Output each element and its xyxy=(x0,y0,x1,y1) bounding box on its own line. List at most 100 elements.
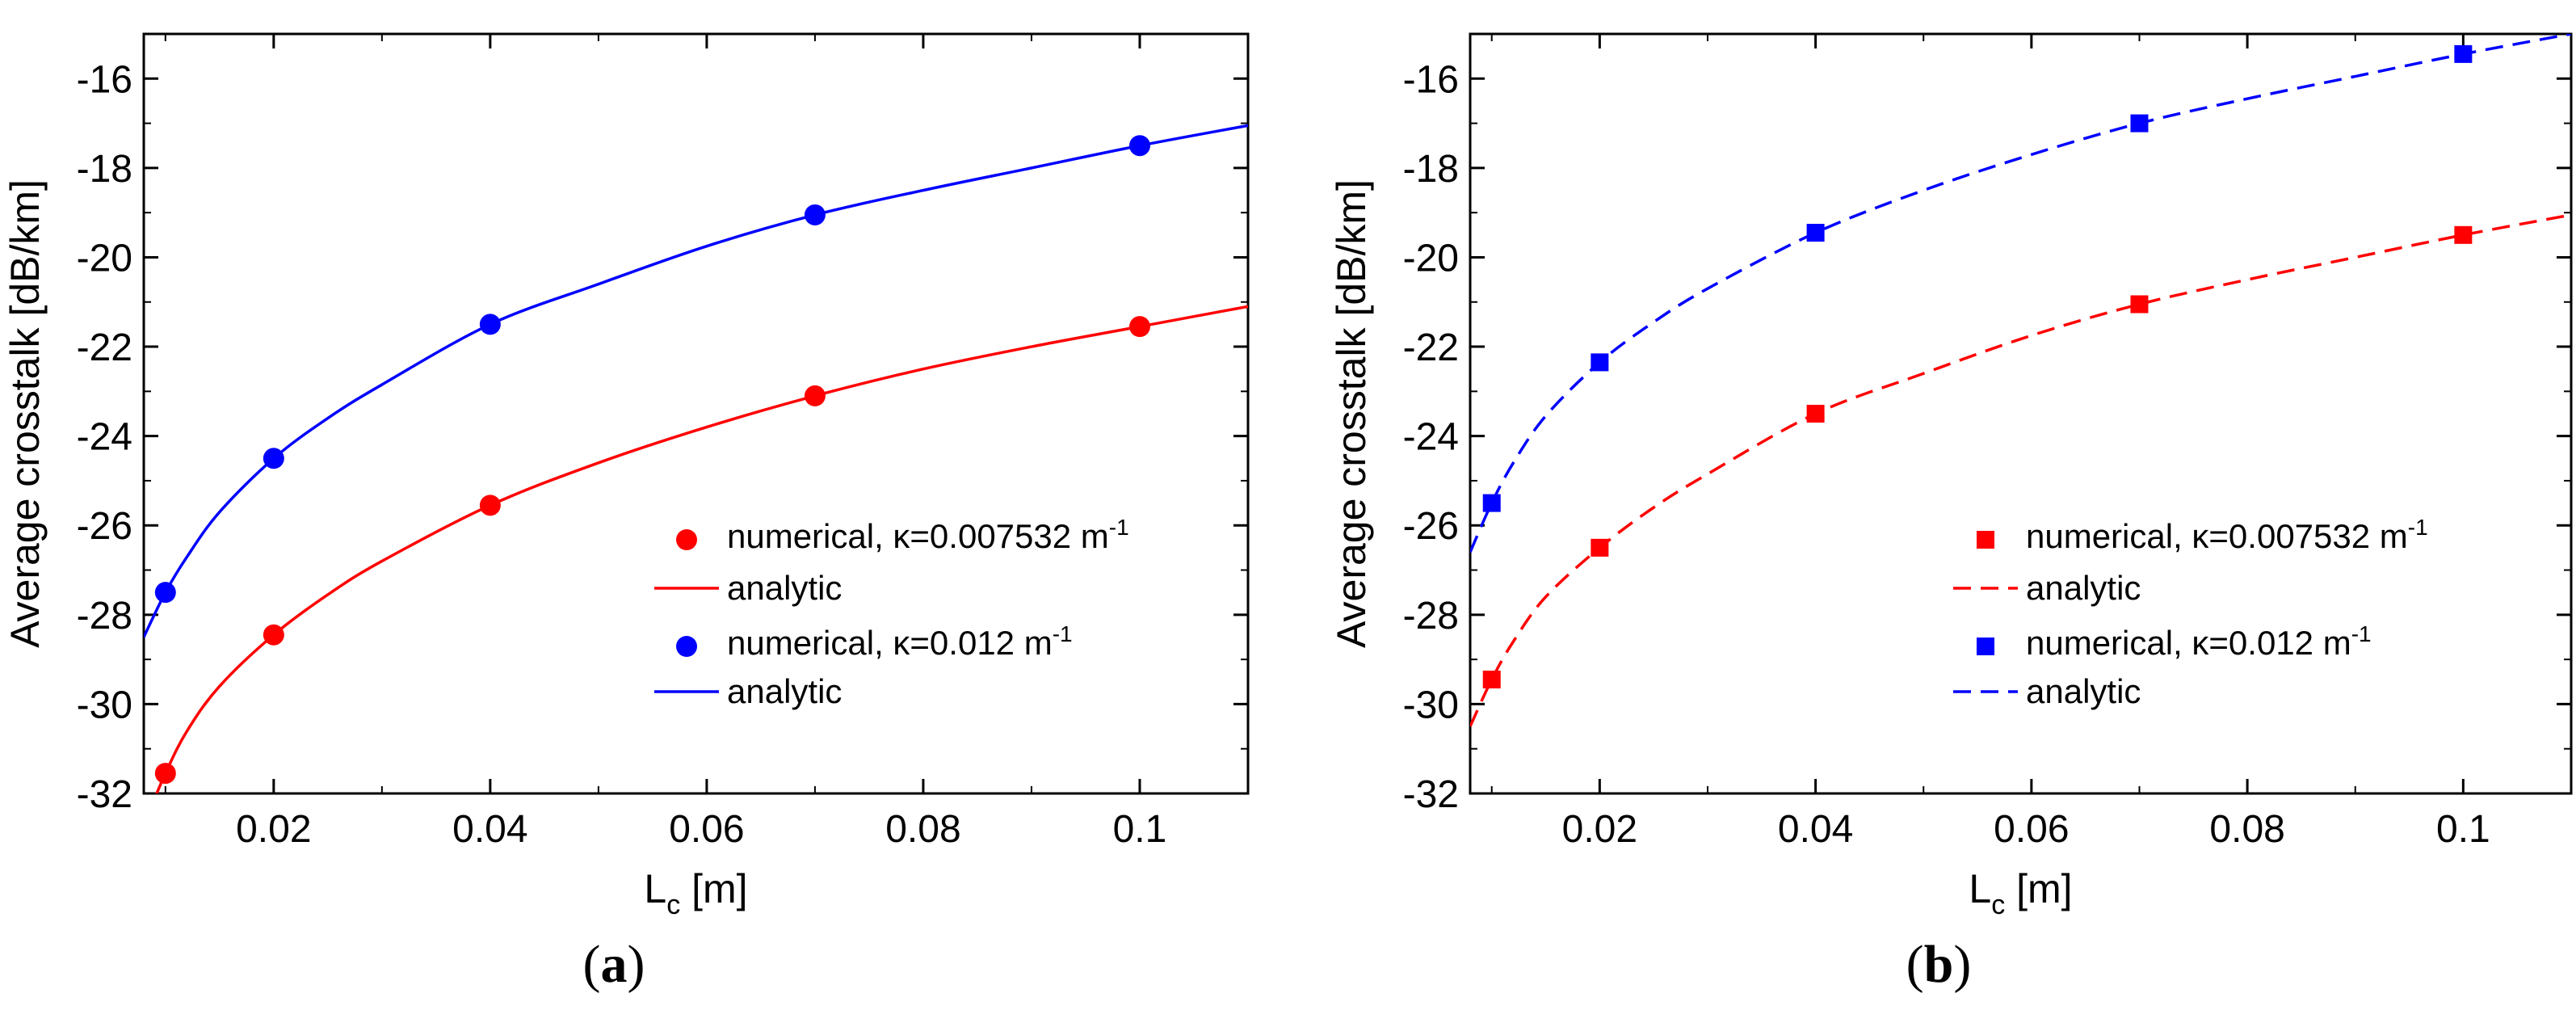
y-tick-label: -32 xyxy=(1403,773,1459,816)
y-tick-label: -26 xyxy=(77,505,132,548)
legend-label-main: numerical, κ=0.012 m xyxy=(727,624,1053,662)
x-tick-label: 0.06 xyxy=(669,808,744,851)
y-tick-label: -24 xyxy=(1403,416,1459,459)
data-point xyxy=(1806,405,1825,423)
y-tick-label: -16 xyxy=(1403,58,1459,101)
panel-label-letter: a xyxy=(601,935,628,994)
x-axis-title: Lc [m] xyxy=(1969,866,2072,920)
data-point xyxy=(1128,316,1150,338)
y-tick-label: -22 xyxy=(77,326,132,369)
chart-panel-a: 0.02 0.04 0.06 0.08 0.1 -32 -30 -28 -26 -24 -22 -20… xyxy=(2,32,1250,994)
y-tick-label: -16 xyxy=(77,58,132,101)
x-tick-label: 0.08 xyxy=(885,808,960,851)
x-tick-label: 0.02 xyxy=(1562,808,1637,851)
x-axis-title-unit: [m] xyxy=(680,866,747,911)
data-point xyxy=(1806,224,1825,242)
y-axis-title: Average crosstalk [dB/km] xyxy=(2,179,48,648)
x-tick-label: 0.04 xyxy=(1778,808,1853,851)
x-tick-label: 0.1 xyxy=(2436,808,2490,851)
data-point xyxy=(2454,225,2473,244)
legend-label: analytic xyxy=(2026,569,2141,607)
data-point xyxy=(1591,353,1609,372)
legend-label-superscript: -1 xyxy=(2351,621,2372,646)
data-point xyxy=(263,624,284,646)
y-tick-label: -20 xyxy=(77,237,132,280)
data-point xyxy=(2130,114,2149,133)
panel-label: (a) xyxy=(583,935,645,994)
data-point xyxy=(2454,44,2473,63)
y-tick-label: -18 xyxy=(77,148,132,191)
series-line-analytic xyxy=(155,305,1248,793)
x-tick-label: 0.02 xyxy=(236,808,311,851)
data-point xyxy=(154,582,176,604)
x-tick-label: 0.06 xyxy=(1994,808,2069,851)
data-point xyxy=(1482,671,1501,688)
x-axis-title-unit: [m] xyxy=(2005,866,2072,911)
legend-label-main: analytic xyxy=(727,672,842,710)
data-point xyxy=(479,494,501,516)
y-tick-label: -30 xyxy=(1403,684,1459,726)
x-tick-label: 0.04 xyxy=(452,808,527,851)
legend-label-superscript: -1 xyxy=(1053,621,1073,646)
data-point xyxy=(1591,538,1609,557)
series-line-analytic xyxy=(1470,213,2571,727)
legend-marker xyxy=(1977,638,1994,655)
y-tick-label: -30 xyxy=(77,684,132,726)
y-tick-label: -32 xyxy=(77,773,132,816)
y-tick-label: -28 xyxy=(1403,595,1459,638)
y-tick-label: -26 xyxy=(1403,505,1459,548)
plot-frame xyxy=(1469,32,2573,795)
legend-label: analytic xyxy=(2026,672,2141,710)
panel-label-letter: b xyxy=(1924,935,1954,994)
x-axis-title-subscript: c xyxy=(1991,890,2005,920)
legend-label: numerical, κ=0.012 m-1 xyxy=(2026,621,2372,662)
data-point xyxy=(2130,295,2149,314)
legend-label-superscript: -1 xyxy=(1109,515,1129,540)
panel-label-open: ( xyxy=(1906,935,1924,994)
x-axis-title-main: L xyxy=(1969,866,1991,911)
y-tick-label: -24 xyxy=(77,416,132,459)
y-tick-label: -28 xyxy=(77,595,132,638)
legend-label: analytic xyxy=(727,672,842,710)
x-axis-title-subscript: c xyxy=(666,890,680,920)
x-axis-title-main: L xyxy=(644,866,666,911)
plot-frame xyxy=(142,32,1250,795)
y-tick-label: -22 xyxy=(1403,326,1459,369)
panel-label-close: ) xyxy=(628,935,645,994)
y-tick-label: -18 xyxy=(1403,148,1459,191)
legend-label-main: analytic xyxy=(2026,569,2141,607)
plot-area xyxy=(144,124,1248,793)
legend-label-main: numerical, κ=0.012 m xyxy=(2026,624,2351,662)
data-point xyxy=(263,448,284,469)
legend-marker xyxy=(676,636,697,657)
legend-label-main: analytic xyxy=(727,569,842,607)
y-tick-label: -20 xyxy=(1403,237,1459,280)
legend-label-main: analytic xyxy=(2026,672,2141,710)
legend-label: analytic xyxy=(727,569,842,607)
data-point xyxy=(154,763,176,785)
x-axis-title: Lc [m] xyxy=(644,866,747,920)
data-point xyxy=(804,204,826,225)
data-point xyxy=(1482,494,1501,512)
legend-label: numerical, κ=0.007532 m-1 xyxy=(2026,515,2428,555)
legend-label-main: numerical, κ=0.007532 m xyxy=(727,517,1109,555)
plot-area xyxy=(1470,34,2571,727)
legend-label-main: numerical, κ=0.007532 m xyxy=(2026,517,2408,555)
legend-label-superscript: -1 xyxy=(2408,515,2428,540)
data-point xyxy=(479,314,501,335)
panel-label-open: ( xyxy=(583,935,601,994)
legend-label: numerical, κ=0.012 m-1 xyxy=(727,621,1073,662)
x-tick-label: 0.1 xyxy=(1113,808,1167,851)
x-tick-label: 0.08 xyxy=(2209,808,2284,851)
panel-label-close: ) xyxy=(1953,935,1971,994)
legend-marker xyxy=(1977,531,1994,549)
data-point xyxy=(1128,135,1150,157)
legend-label: numerical, κ=0.007532 m-1 xyxy=(727,515,1129,555)
series-line-analytic xyxy=(144,124,1248,638)
series-line-analytic xyxy=(1470,34,2571,553)
data-point xyxy=(804,385,826,406)
legend-marker xyxy=(676,529,697,550)
panel-label: (b) xyxy=(1906,935,1972,994)
y-axis-title: Average crosstalk [dB/km] xyxy=(1329,179,1374,648)
